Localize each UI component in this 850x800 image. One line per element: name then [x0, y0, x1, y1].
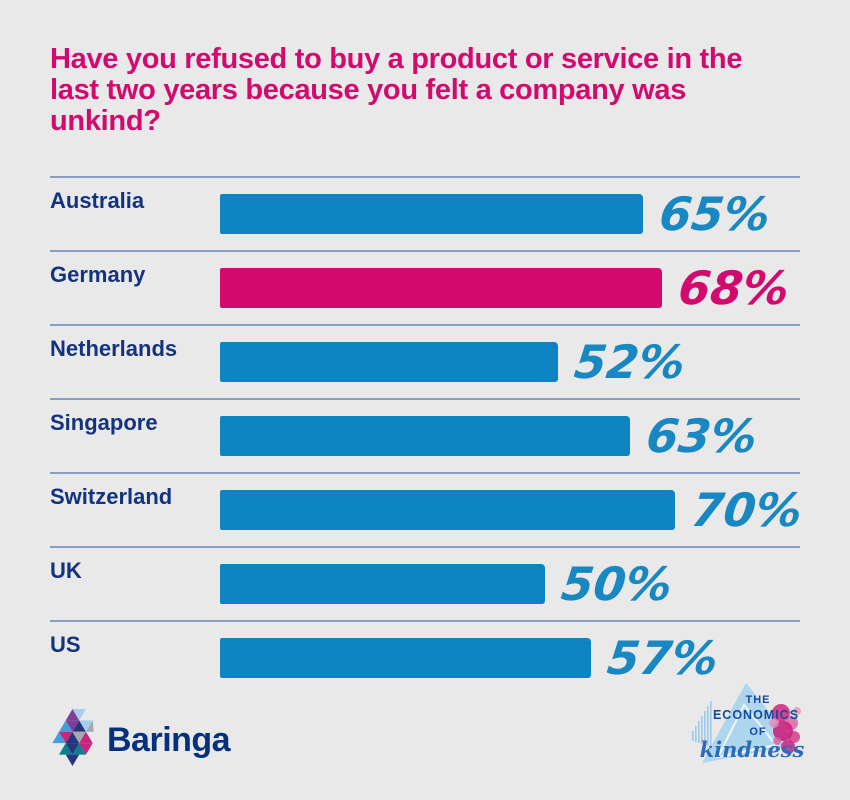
baringa-pinwheel-icon [50, 709, 96, 772]
value-bar [220, 194, 643, 234]
value-label: 63% [643, 409, 760, 463]
value-bar [220, 342, 558, 382]
value-label: 50% [558, 557, 676, 611]
kindness-logo-icon: THE ECONOMICS OF kindness [692, 683, 805, 763]
value-bar [220, 490, 675, 530]
country-row: Germany 68% [50, 250, 800, 324]
value-label: 57% [604, 631, 721, 685]
value-bar [220, 416, 630, 456]
country-label: Singapore [50, 410, 158, 435]
chart-title: Have you refused to buy a product or ser… [50, 43, 743, 137]
country-row: Netherlands 52% [50, 324, 800, 398]
country-row: Switzerland 70% [50, 472, 805, 546]
kindness-line3: OF [749, 726, 766, 738]
kindness-line2: ECONOMICS [713, 708, 799, 722]
value-label: 70% [688, 483, 806, 537]
country-label: Germany [50, 262, 146, 287]
country-label: Netherlands [50, 336, 178, 361]
value-label: 68% [675, 261, 793, 315]
value-bar [220, 564, 545, 604]
country-label: US [50, 632, 81, 657]
country-row: Singapore 63% [50, 398, 800, 472]
value-label: 52% [571, 335, 689, 389]
baringa-wordmark: Baringa [107, 721, 231, 759]
country-label: Switzerland [50, 484, 173, 509]
country-row: US 57% [50, 620, 800, 694]
country-label: UK [50, 558, 82, 583]
baringa-logo: Baringa [50, 709, 231, 772]
country-row: Australia 65% [50, 176, 800, 250]
value-bar [220, 268, 662, 308]
kindness-script: kindness [700, 737, 805, 762]
kindness-line1: THE [746, 694, 771, 706]
kindness-logo: THE ECONOMICS OF kindness [684, 679, 814, 782]
value-bar [220, 638, 591, 678]
chart-rows: Australia 65% Germany 68% Netherlands 52… [50, 176, 805, 694]
country-row: UK 50% [50, 546, 800, 620]
country-label: Australia [50, 188, 145, 213]
value-label: 65% [656, 187, 773, 241]
